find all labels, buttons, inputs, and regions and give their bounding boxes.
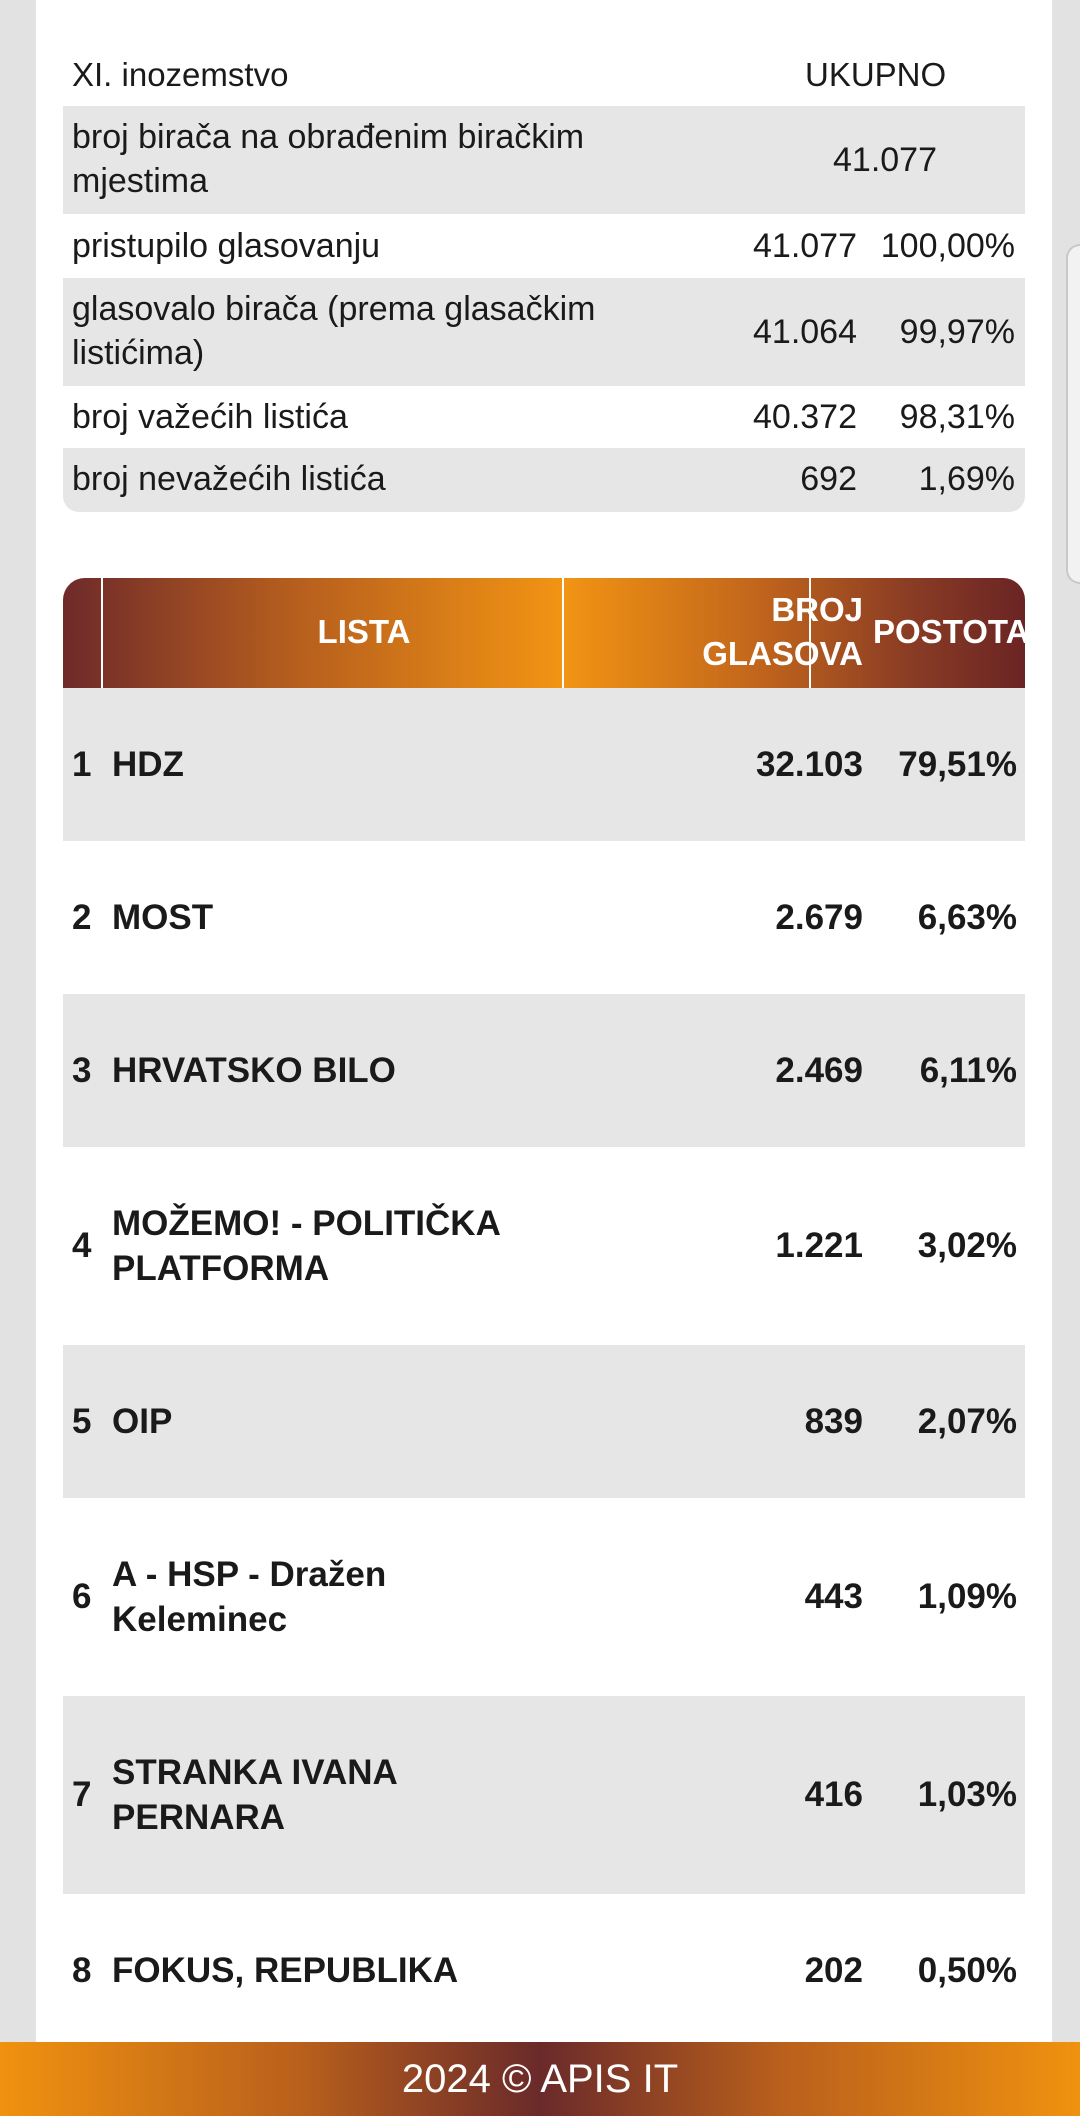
turnout-summary-table: XI. inozemstvo UKUPNO broj birača na obr…: [63, 50, 1025, 512]
column-header-broj-glasova[interactable]: BROJ GLASOVA: [533, 588, 863, 676]
summary-value: 41.077: [833, 141, 937, 179]
summary-row-valid-ballots: broj važećih listića 40.372 98,31%: [63, 386, 1025, 448]
vote-count: 32.103: [755, 745, 863, 784]
list-name: HDZ: [112, 745, 184, 784]
table-row: 3 HRVATSKO BILO 2.469 6,11%: [63, 994, 1025, 1147]
summary-value: 40.372: [753, 398, 857, 436]
table-row: 4 MOŽEMO! - POLITIČKA PLATFORMA 1.221 3,…: [63, 1147, 1025, 1345]
constituency-title: XI. inozemstvo: [72, 56, 289, 93]
vote-percent: 6,11%: [919, 1051, 1017, 1090]
column-header-postotak[interactable]: POSTOTAK: [873, 613, 1025, 650]
vote-percent: 6,63%: [917, 898, 1017, 937]
vote-percent: 1,09%: [917, 1577, 1017, 1616]
row-number: 1: [72, 745, 92, 784]
table-row: 7 STRANKA IVANA PERNARA 416 1,03%: [63, 1696, 1025, 1894]
summary-label: pristupilo glasovanju: [72, 227, 381, 265]
vote-count: 202: [804, 1951, 863, 1990]
table-row: 8 FOKUS, REPUBLIKA 202 0,50%: [63, 1894, 1025, 2047]
footer-copyright: 2024 © APIS IT: [0, 2042, 1080, 2116]
table-row: 2 MOST 2.679 6,63%: [63, 841, 1025, 994]
header-line: GLASOVA: [702, 635, 863, 672]
vote-percent: 3,02%: [917, 1226, 1017, 1265]
summary-value: 41.077: [753, 227, 857, 265]
row-number: 5: [72, 1402, 92, 1441]
vote-percent: 0,50%: [917, 1951, 1017, 1990]
row-number: 3: [72, 1051, 92, 1090]
list-name: STRANKA IVANA PERNARA: [112, 1753, 397, 1837]
summary-label: broj birača na obrađenim biračkim mjesti…: [72, 118, 585, 200]
row-number: 6: [72, 1577, 92, 1616]
summary-percent: 100,00%: [880, 227, 1015, 265]
vote-count: 416: [804, 1775, 863, 1814]
vote-percent: 2,07%: [917, 1402, 1017, 1441]
row-number: 4: [72, 1226, 92, 1265]
results-header: LISTA BROJ GLASOVA POSTOTAK: [63, 578, 1025, 688]
summary-row-invalid-ballots: broj nevažećih listića 692 1,69%: [63, 448, 1025, 512]
row-number: 8: [72, 1951, 92, 1990]
table-row: 5 OIP 839 2,07%: [63, 1345, 1025, 1498]
election-results-table: LISTA BROJ GLASOVA POSTOTAK 1 HDZ 32.103…: [63, 578, 1025, 2047]
header-divider: [562, 578, 564, 688]
summary-percent: 1,69%: [918, 460, 1015, 498]
list-name: A - HSP - Dražen Keleminec: [112, 1555, 387, 1639]
vote-percent: 79,51%: [898, 745, 1017, 784]
summary-value: 41.064: [753, 313, 857, 351]
list-name: MOŽEMO! - POLITIČKA PLATFORMA: [112, 1204, 500, 1288]
header-divider: [809, 578, 811, 688]
row-number: 2: [72, 898, 92, 937]
list-name: OIP: [112, 1402, 173, 1441]
summary-row-registered-voters: broj birača na obrađenim biračkim mjesti…: [63, 106, 1025, 214]
list-name: FOKUS, REPUBLIKA: [112, 1951, 459, 1990]
summary-label: broj važećih listića: [72, 398, 348, 436]
row-number: 7: [72, 1775, 92, 1814]
header-line: BROJ: [771, 591, 863, 628]
summary-percent: 99,97%: [899, 313, 1015, 351]
list-name: MOST: [112, 898, 214, 937]
summary-label: broj nevažećih listića: [72, 460, 386, 498]
table-row: 6 A - HSP - Dražen Keleminec 443 1,09%: [63, 1498, 1025, 1696]
summary-row-voted-ballots: glasovalo birača (prema glasačkim listić…: [63, 278, 1025, 386]
vote-count: 2.469: [775, 1051, 863, 1090]
summary-row-turnout: pristupilo glasovanju 41.077 100,00%: [63, 214, 1025, 278]
list-name: HRVATSKO BILO: [112, 1051, 396, 1090]
summary-percent: 98,31%: [899, 398, 1015, 436]
vote-percent: 1,03%: [917, 1775, 1017, 1814]
table-row: 1 HDZ 32.103 79,51%: [63, 688, 1025, 841]
header-divider: [101, 578, 103, 688]
summary-header: XI. inozemstvo UKUPNO: [63, 50, 1025, 106]
total-column-header: UKUPNO: [805, 56, 947, 93]
scroll-handle[interactable]: [1066, 244, 1080, 584]
summary-value: 692: [800, 460, 857, 498]
column-header-lista[interactable]: LISTA: [317, 613, 411, 650]
vote-count: 839: [804, 1402, 863, 1441]
vote-count: 2.679: [775, 898, 863, 937]
vote-count: 443: [804, 1577, 863, 1616]
vote-count: 1.221: [775, 1226, 863, 1265]
summary-label: glasovalo birača (prema glasačkim listić…: [72, 290, 596, 372]
